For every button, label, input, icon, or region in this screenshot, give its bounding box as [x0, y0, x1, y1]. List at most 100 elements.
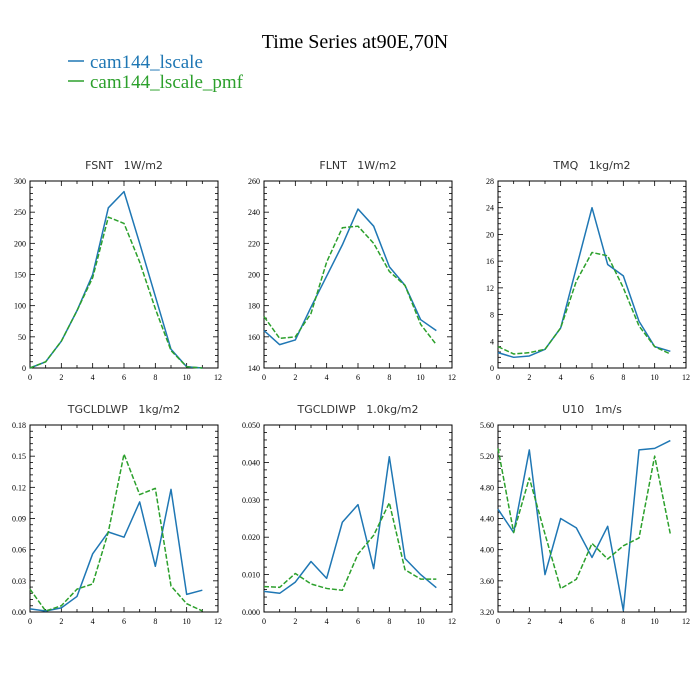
y-tick-label: 200 [248, 271, 260, 280]
x-tick-label: 4 [325, 617, 329, 626]
x-tick-label: 10 [417, 617, 425, 626]
y-tick-label: 180 [248, 302, 260, 311]
y-tick-label: 250 [14, 208, 26, 217]
x-tick-label: 12 [214, 373, 222, 382]
panel-title: U10 1m/s [562, 403, 622, 416]
y-tick-label: 0.040 [242, 458, 260, 467]
x-tick-label: 10 [417, 373, 425, 382]
x-tick-label: 8 [621, 617, 625, 626]
series-line-cam144-lscale-pmf [497, 448, 672, 590]
y-tick-label: 200 [14, 239, 26, 248]
x-tick-label: 2 [293, 617, 297, 626]
x-tick-label: 6 [122, 373, 126, 382]
x-tick-label: 10 [183, 373, 191, 382]
x-tick-label: 10 [183, 617, 191, 626]
x-tick-label: 2 [527, 373, 531, 382]
x-tick-label: 6 [356, 373, 360, 382]
y-tick-label: 0.12 [12, 483, 26, 492]
series-line-cam144-lscale [263, 456, 437, 595]
x-tick-label: 8 [153, 373, 157, 382]
x-tick-label: 2 [59, 373, 63, 382]
x-tick-label: 4 [91, 373, 95, 382]
y-tick-label: 0.010 [242, 571, 260, 580]
x-tick-label: 6 [590, 617, 594, 626]
panel-4: TGCLDLWP 1kg/m2 0 2 4 6 8 10 12 0.00 0.03 0.06 0.09… [12, 403, 222, 626]
x-tick-label: 2 [59, 617, 63, 626]
legend-label-series-2: cam144_lscale_pmf [90, 72, 244, 93]
y-tick-label: 140 [248, 364, 260, 373]
y-tick-label: 240 [248, 208, 260, 217]
panels: FSNT 1W/m20 2 4 6 8 10 12050100150200250300FLN… [12, 159, 690, 626]
y-tick-label: 260 [248, 177, 260, 186]
x-tick-label: 8 [387, 373, 391, 382]
y-tick-label: 50 [18, 333, 26, 342]
series-line-cam144-lscale [497, 439, 671, 612]
panel-title: FLNT 1W/m2 [319, 159, 396, 172]
y-tick-label: 8 [490, 311, 494, 320]
y-tick-label: 0.03 [12, 577, 26, 586]
y-tick-label: 0.15 [12, 452, 26, 461]
y-tick-label: 0.00 [12, 608, 26, 617]
x-tick-label: 10 [651, 373, 659, 382]
y-tick-label: 0.020 [242, 533, 260, 542]
figure-title: Time Series at90E,70N [262, 31, 448, 53]
x-tick-label: 6 [356, 617, 360, 626]
series-line-cam144-lscale-pmf [263, 225, 437, 346]
x-tick-label: 12 [214, 617, 222, 626]
y-tick-label: 0.18 [12, 421, 26, 430]
x-tick-label: 12 [682, 617, 690, 626]
y-tick-label: 4.40 [480, 515, 494, 524]
panel-title: TGCLDIWP 1.0kg/m2 [296, 403, 418, 416]
panel-5: TGCLDIWP 1.0kg/m2 0 2 4 6 8 10 12 0.000 0.010 0.02… [242, 403, 456, 626]
panel-2: FLNT 1W/m2 0 2 4 6 8 10 12 140 160 180 200 220 240 260 [248, 159, 456, 382]
y-tick-label: 300 [14, 177, 26, 186]
x-tick-label: 6 [590, 373, 594, 382]
x-tick-label: 0 [28, 373, 32, 382]
y-tick-label: 0.050 [242, 421, 260, 430]
y-tick-label: 12 [486, 284, 494, 293]
x-tick-label: 4 [559, 617, 563, 626]
panel-title: TGCLDLWP 1kg/m2 [67, 403, 180, 416]
y-tick-label: 28 [486, 177, 494, 186]
x-tick-label: 8 [621, 373, 625, 382]
x-tick-label: 8 [153, 617, 157, 626]
y-tick-label: 4 [490, 337, 494, 346]
y-tick-label: 5.20 [480, 452, 494, 461]
x-tick-label: 0 [28, 617, 32, 626]
series-line-cam144-lscale-pmf [29, 453, 203, 612]
y-tick-label: 20 [486, 230, 494, 239]
y-tick-label: 24 [486, 204, 494, 213]
y-tick-label: 3.60 [480, 577, 494, 586]
x-tick-label: 0 [262, 617, 266, 626]
legend-label-series-1: cam144_lscale [90, 52, 203, 73]
y-tick-label: 150 [14, 271, 26, 280]
y-tick-label: 100 [14, 302, 26, 311]
series-line-cam144-lscale-pmf [263, 502, 437, 592]
panel-title: TMQ 1kg/m2 [552, 159, 630, 172]
x-tick-label: 0 [496, 373, 500, 382]
y-tick-label: 220 [248, 239, 260, 248]
x-tick-label: 4 [559, 373, 563, 382]
y-tick-label: 160 [248, 333, 260, 342]
series-line-cam144-lscale-pmf [497, 251, 671, 355]
x-tick-label: 12 [448, 373, 456, 382]
x-tick-label: 10 [651, 617, 659, 626]
x-tick-label: 4 [91, 617, 95, 626]
series-line-cam144-lscale [497, 206, 671, 359]
y-tick-label: 0.000 [242, 608, 260, 617]
y-tick-label: 0.09 [12, 515, 26, 524]
y-tick-label: 16 [486, 257, 494, 266]
x-tick-label: 0 [496, 617, 500, 626]
x-tick-label: 2 [527, 617, 531, 626]
series-line-cam144-lscale-pmf [29, 216, 203, 369]
x-tick-label: 0 [262, 373, 266, 382]
x-tick-label: 8 [387, 617, 391, 626]
legend: cam144_lscale cam144_lscale_pmf [68, 52, 244, 93]
panel-title: FSNT 1W/m2 [85, 159, 163, 172]
x-tick-label: 12 [682, 373, 690, 382]
x-tick-label: 2 [293, 373, 297, 382]
y-tick-label: 4.80 [480, 483, 494, 492]
